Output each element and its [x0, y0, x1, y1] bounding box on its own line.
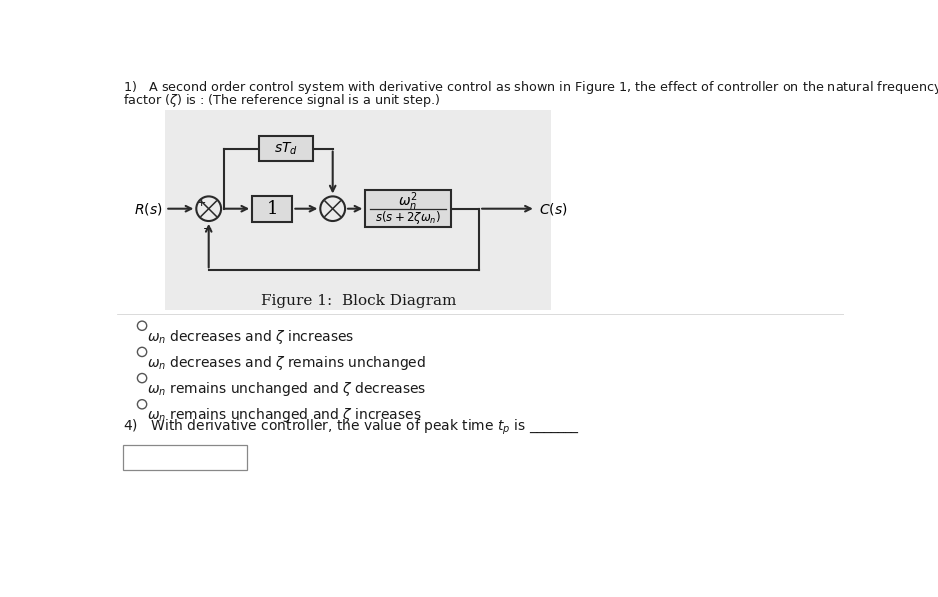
Text: $\omega_n$ decreases and $\zeta$ increases: $\omega_n$ decreases and $\zeta$ increas…: [146, 328, 355, 346]
Text: $s(s+2\zeta\omega_n)$: $s(s+2\zeta\omega_n)$: [375, 210, 441, 226]
Text: $R(s)$: $R(s)$: [134, 201, 162, 217]
Bar: [252, 196, 293, 222]
Text: $sT_d$: $sT_d$: [274, 140, 298, 157]
Bar: [259, 136, 313, 161]
Text: +: +: [197, 198, 206, 208]
Text: 1)   A second order control system with derivative control as shown in Figure 1,: 1) A second order control system with de…: [124, 79, 938, 96]
Bar: [365, 190, 450, 227]
Text: $C(s)$: $C(s)$: [538, 201, 567, 217]
Text: $\omega_n^2$: $\omega_n^2$: [398, 190, 417, 213]
Text: 1: 1: [266, 200, 278, 218]
Text: $\omega_n$ remains unchanged and $\zeta$ decreases: $\omega_n$ remains unchanged and $\zeta$…: [146, 380, 426, 398]
Text: Figure 1:  Block Diagram: Figure 1: Block Diagram: [261, 294, 456, 308]
Text: $-$: $-$: [202, 222, 212, 232]
Bar: [124, 445, 248, 470]
Text: $\omega_n$ decreases and $\zeta$ remains unchanged: $\omega_n$ decreases and $\zeta$ remains…: [146, 353, 426, 372]
FancyBboxPatch shape: [165, 110, 552, 310]
Text: 4)   With derivative controller, the value of peak time $t_p$ is _______: 4) With derivative controller, the value…: [124, 418, 581, 437]
Text: $\omega_n$ remains unchanged and $\zeta$ increases: $\omega_n$ remains unchanged and $\zeta$…: [146, 406, 421, 424]
Text: factor ($\zeta$) is : (The reference signal is a unit step.): factor ($\zeta$) is : (The reference sig…: [124, 92, 441, 109]
